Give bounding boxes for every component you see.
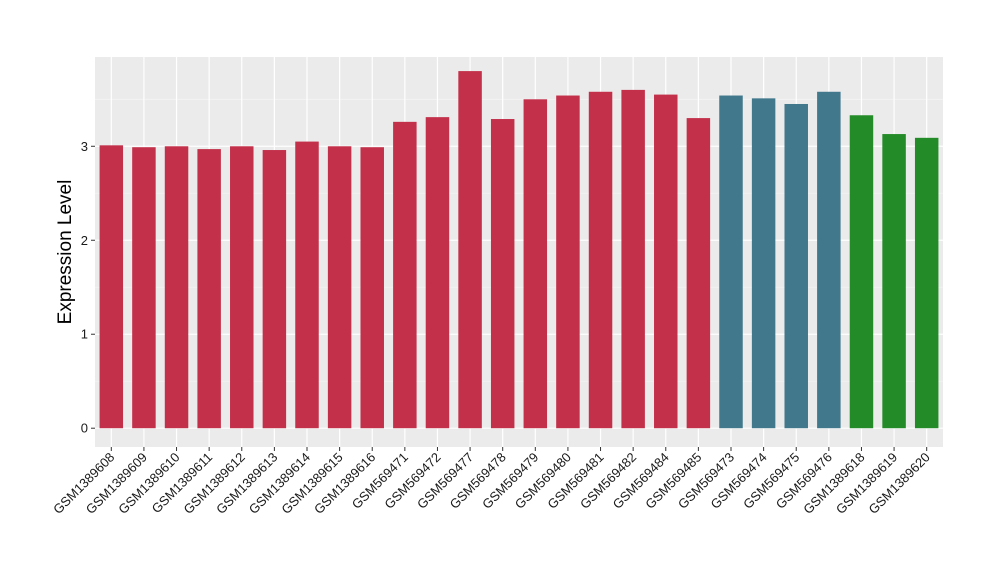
- bar-GSM1389619: [882, 134, 906, 429]
- bar-GSM1389614: [295, 141, 319, 429]
- y-tick-label: 2: [81, 233, 88, 248]
- bar-GSM569480: [556, 95, 580, 429]
- bar-GSM569472: [425, 117, 450, 429]
- bar-GSM569484: [654, 94, 678, 429]
- bar-GSM1389610: [164, 146, 189, 429]
- x-axis: GSM1389608GSM1389609GSM1389610GSM1389611…: [50, 447, 933, 517]
- bar-GSM569477: [458, 71, 482, 429]
- bar-GSM569479: [523, 99, 548, 429]
- bars: [99, 71, 939, 429]
- bar-GSM569485: [686, 118, 711, 429]
- bar-GSM569476: [817, 91, 841, 429]
- y-tick-label: 1: [81, 327, 88, 342]
- bar-GSM569475: [784, 103, 808, 429]
- bar-GSM1389618: [849, 115, 874, 429]
- y-axis-title: Expression Level: [55, 180, 76, 325]
- bar-GSM1389612: [230, 146, 254, 429]
- bar-GSM1389613: [262, 150, 287, 429]
- bar-GSM1389616: [360, 147, 384, 429]
- plot-panel: [95, 57, 943, 447]
- bar-GSM1389611: [197, 149, 221, 429]
- bar-GSM569474: [751, 98, 776, 429]
- y-axis: 0 1 2 3: [81, 139, 95, 436]
- bar-GSM1389608: [99, 145, 124, 429]
- bar-GSM1389615: [327, 146, 352, 429]
- bar-GSM569482: [621, 89, 645, 429]
- bar-GSM1389609: [132, 147, 156, 429]
- bar-GSM569471: [393, 121, 417, 429]
- bar-GSM569473: [719, 95, 743, 429]
- y-tick-label: 3: [81, 139, 88, 154]
- bar-GSM569478: [490, 119, 515, 429]
- bar-GSM1389620: [914, 137, 939, 429]
- bar-GSM569481: [588, 91, 613, 429]
- y-tick-label: 0: [81, 421, 88, 436]
